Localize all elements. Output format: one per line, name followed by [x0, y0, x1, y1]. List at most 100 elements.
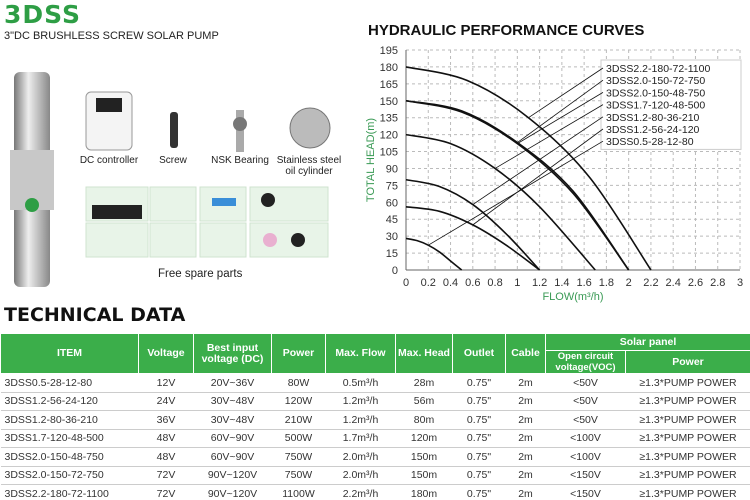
y-tick-label: 75 — [386, 180, 398, 192]
y-tick-label: 45 — [386, 214, 398, 226]
x-tick-label: 2.4 — [666, 277, 681, 289]
table-cell: 48V — [138, 429, 194, 448]
legend-label: 3DSS2.0-150-48-750 — [606, 87, 705, 99]
legend-label: 3DSS2.0-150-72-750 — [606, 75, 705, 87]
table-cell: 0.5m³/h — [325, 373, 396, 393]
legend-leader — [517, 92, 604, 144]
spare-parts-grid — [85, 186, 329, 258]
table-cell: 2m — [505, 429, 546, 448]
table-cell: 3DSS2.0-150-48-750 — [0, 447, 139, 467]
table-cell: 2m — [505, 484, 546, 500]
table-cell: 12V — [138, 373, 194, 393]
x-tick-label: 3 — [737, 277, 743, 289]
table-cell: <100V — [545, 447, 626, 467]
ring — [291, 233, 305, 247]
chart-title: HYDRAULIC PERFORMANCE CURVES — [368, 22, 644, 39]
table-cell: 56m — [395, 392, 453, 411]
column-header: Max. Head — [395, 333, 453, 374]
column-header: Max. Flow — [325, 333, 396, 374]
y-tick-label: 135 — [380, 113, 398, 125]
x-tick-label: 1.4 — [554, 277, 569, 289]
table-cell: 1.7m³/h — [325, 429, 396, 448]
table-cell: 48V — [138, 447, 194, 467]
legend-leader — [528, 67, 604, 119]
x-tick-label: 1.6 — [576, 277, 591, 289]
table-cell: ≥1.3*PUMP POWER — [625, 484, 750, 500]
spec-table: ITEM Voltage Best input voltage (DC) Power M… — [0, 333, 750, 500]
table-row: 3DSS2.0-150-48-750 48V 60V~90V 750W 2.0m³/h 1… — [0, 447, 750, 467]
column-subheader: Power — [624, 350, 750, 374]
y-tick-label: 15 — [386, 248, 398, 260]
table-cell: 0.75" — [452, 410, 506, 430]
table-cell: 90V~120V — [193, 484, 272, 500]
table-row: 3DSS2.2-180-72-1100 72V 90V~120V 1100W 2.2m³… — [0, 484, 750, 500]
product-images — [10, 72, 331, 287]
table-cell: 3DSS1.2-56-24-120 — [0, 392, 139, 411]
column-header: Solar panel — [544, 333, 750, 351]
ring — [261, 193, 275, 207]
y-axis-label: TOTAL HEAD(m) — [365, 118, 377, 202]
chart: HYDRAULIC PERFORMANCE CURVES 01530456075… — [365, 22, 743, 303]
y-tick-label: 120 — [380, 130, 398, 142]
table-cell: 1.2m³/h — [325, 392, 396, 411]
component-label: NSK Bearing — [211, 155, 269, 166]
y-tick-label: 60 — [386, 197, 398, 209]
component-label: DC controller — [79, 155, 139, 166]
column-header: ITEM — [0, 333, 139, 374]
table-title: TECHNICAL DATA — [4, 304, 186, 326]
table-cell: 120m — [395, 429, 453, 448]
x-tick-label: 0.4 — [443, 277, 458, 289]
column-header: Cable — [505, 333, 546, 374]
table-cell: 2m — [505, 466, 546, 485]
table-header: ITEM Voltage Best input voltage (DC) Power M… — [0, 333, 750, 374]
x-axis-label: FLOW(m³/h) — [542, 291, 603, 303]
table-cell: 750W — [271, 447, 326, 467]
table-cell: 0.75" — [452, 447, 506, 467]
x-tick-label: 0.2 — [421, 277, 436, 289]
table-cell: 1100W — [271, 484, 326, 500]
x-tick-label: 2.8 — [710, 277, 725, 289]
y-tick-label: 105 — [380, 147, 398, 159]
table-cell: 0.75" — [452, 466, 506, 485]
table-row: 3DSS2.0-150-72-750 72V 90V~120V 750W 2.0m³/h… — [0, 466, 750, 485]
connectors — [212, 198, 236, 206]
table-cell: <50V — [545, 410, 626, 430]
y-tick-label: 90 — [386, 163, 398, 175]
table-cell: 3DSS2.2-180-72-1100 — [0, 484, 139, 500]
table-cell: 500W — [271, 429, 326, 448]
table-cell: 750W — [271, 466, 326, 485]
table-cell: <50V — [545, 392, 626, 411]
table-cell: 2m — [505, 373, 546, 393]
table-cell: 3DSS2.0-150-72-750 — [0, 466, 139, 485]
table-cell: 3DSS1.7-120-48-500 — [0, 429, 139, 448]
column-header: Power — [271, 333, 326, 374]
table-cell: 60V~90V — [193, 429, 272, 448]
table-cell: 30V~48V — [193, 410, 272, 430]
table-cell: 60V~90V — [193, 447, 272, 467]
cylinder — [289, 107, 331, 149]
legend-label: 3DSS2.2-180-72-1100 — [606, 63, 710, 75]
table-cell: ≥1.3*PUMP POWER — [625, 466, 750, 485]
column-header: Outlet — [452, 333, 506, 374]
table-cell: 2.0m³/h — [325, 466, 396, 485]
table-cell: 2.0m³/h — [325, 447, 396, 467]
header-row: ITEM Voltage Best input voltage (DC) Power M… — [0, 333, 750, 374]
table-cell: 0.75" — [452, 484, 506, 500]
legend-leader — [472, 128, 604, 226]
table-cell: 28m — [395, 373, 453, 393]
table-cell: 1.2m³/h — [325, 410, 396, 430]
y-tick-label: 0 — [392, 265, 398, 277]
table-cell: 20V~36V — [193, 373, 272, 393]
gasket — [92, 205, 142, 219]
table-cell: ≥1.3*PUMP POWER — [625, 392, 750, 411]
table-cell: 2m — [505, 410, 546, 430]
table-cell: 3DSS1.2-80-36-210 — [0, 410, 139, 430]
table-cell: 30V~48V — [193, 392, 272, 411]
table-cell: 36V — [138, 410, 194, 430]
table-row: 3DSS0.5-28-12-80 12V 20V~36V 80W 0.5m³/h 28m 0… — [0, 373, 750, 393]
table-cell: ≥1.3*PUMP POWER — [625, 373, 750, 393]
pump-logo — [25, 198, 39, 212]
table-cell: 120W — [271, 392, 326, 411]
column-header: Voltage — [138, 333, 194, 374]
component-label: Screw — [159, 155, 187, 166]
